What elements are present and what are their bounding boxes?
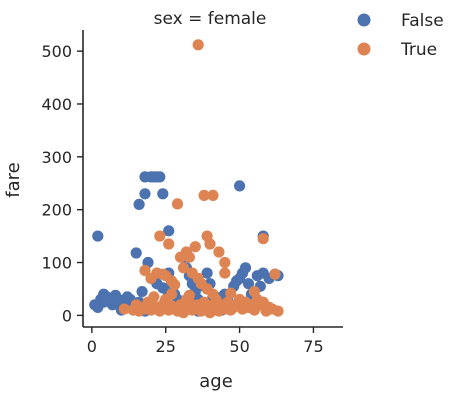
data-point (266, 303, 278, 315)
data-point (213, 246, 225, 258)
data-point (242, 278, 255, 290)
x-tick-label: 25 (156, 337, 176, 356)
data-point (189, 241, 201, 253)
y-tick-label: 400 (41, 95, 72, 114)
x-tick-label: 0 (87, 337, 97, 356)
data-point (198, 189, 210, 201)
data-point (130, 247, 142, 259)
data-point (166, 288, 178, 300)
data-point (225, 287, 237, 299)
data-point (204, 307, 216, 319)
x-tick-label: 50 (229, 337, 249, 356)
data-point (133, 198, 145, 210)
data-point (92, 230, 104, 242)
x-tick-label: 75 (303, 337, 323, 356)
legend-marker (357, 42, 371, 56)
data-point (192, 39, 204, 51)
legend-marker (357, 13, 371, 27)
data-point (177, 307, 190, 319)
data-point (163, 225, 175, 237)
data-point (169, 279, 181, 291)
data-point (148, 291, 160, 303)
legend-label: False (401, 11, 444, 31)
data-point (154, 230, 166, 242)
data-point (207, 189, 219, 201)
data-point (248, 286, 260, 298)
x-axis-label: age (199, 371, 233, 392)
data-point (118, 303, 130, 315)
y-tick-label: 500 (41, 42, 72, 61)
data-point (239, 262, 252, 274)
data-point (269, 268, 281, 280)
y-axis-label: fare (3, 162, 24, 197)
y-tick-label: 0 (62, 306, 72, 325)
series-true (118, 39, 284, 319)
y-tick-label: 100 (41, 254, 72, 273)
data-point (163, 238, 175, 250)
data-point (219, 256, 231, 269)
data-points (89, 39, 284, 319)
legend: False True (357, 11, 444, 60)
data-point (234, 180, 246, 192)
y-tick-label: 300 (41, 148, 72, 167)
y-tick-label: 200 (41, 201, 72, 220)
data-point (139, 188, 151, 200)
data-point (174, 251, 187, 263)
data-point (177, 262, 190, 274)
data-point (157, 188, 169, 200)
data-point (136, 286, 148, 298)
axes: 0 100 200 300 400 500 0 25 50 75 (41, 30, 343, 356)
data-point (201, 267, 213, 279)
data-point (154, 171, 166, 183)
data-point (204, 238, 216, 250)
legend-label: True (400, 40, 437, 60)
data-point (183, 251, 195, 263)
data-point (219, 267, 231, 279)
data-point (171, 198, 184, 210)
data-point (139, 264, 151, 277)
data-point (257, 233, 269, 245)
chart-title: sex = female (154, 9, 267, 29)
data-point (183, 289, 195, 301)
